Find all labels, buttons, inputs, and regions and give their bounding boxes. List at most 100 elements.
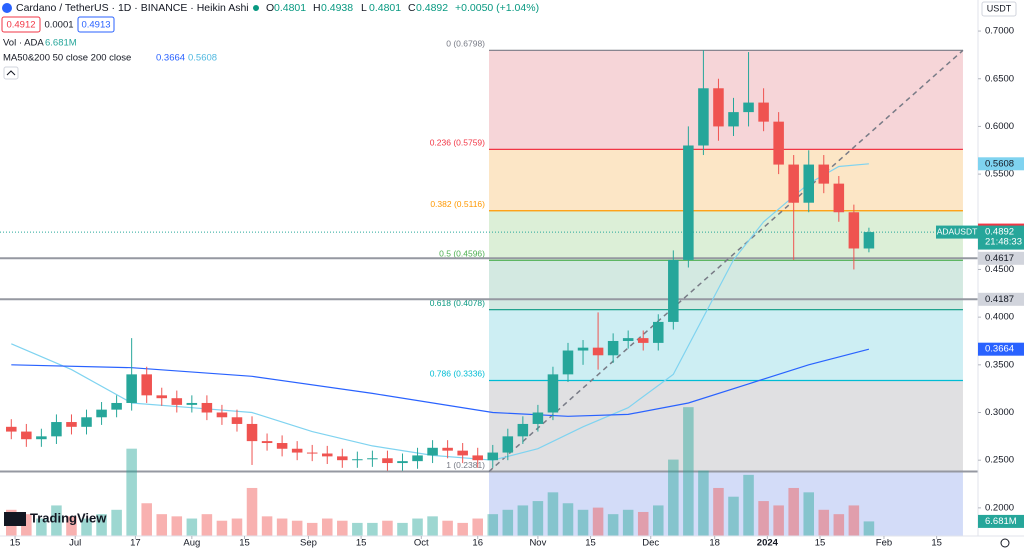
symbol-tag-bg — [936, 225, 978, 239]
candle-body — [276, 443, 288, 449]
volume-bar — [607, 514, 619, 536]
candle-body — [442, 447, 453, 451]
candle-body — [6, 426, 17, 432]
price-tag: 0.5608 — [985, 158, 1014, 169]
volume-bar — [758, 501, 769, 536]
volume-bar — [502, 509, 514, 536]
settings-icon[interactable] — [1000, 538, 1010, 548]
volume-bar — [457, 522, 468, 536]
volume-bar — [21, 514, 32, 536]
volume-bar — [66, 516, 77, 536]
ohlc-value: 0.4801 — [369, 2, 401, 14]
candle-body — [96, 409, 107, 418]
volume-bar — [773, 505, 784, 536]
volume-bar — [201, 514, 213, 536]
candle-body — [36, 436, 47, 440]
candle-body — [321, 453, 333, 457]
volume-bar — [517, 505, 529, 536]
collapse-button[interactable] — [3, 66, 19, 80]
candle-body — [111, 402, 122, 410]
volume-tag: 6.681M — [985, 516, 1017, 527]
x-tick-label: 15 — [356, 538, 367, 549]
candle-body — [773, 121, 784, 165]
candle-body — [306, 452, 318, 454]
price-change: +0.0050 (+1.04%) — [455, 2, 539, 14]
y-tick-label: 0.3000 — [985, 407, 1014, 418]
plot-area: 0 (0.6798) 0.236 (0.5759) 0.382 (0.5116) 0.… — [0, 39, 978, 536]
candle-body — [517, 423, 529, 437]
volume-bar — [637, 511, 649, 536]
candle-body — [592, 347, 604, 356]
y-tick-label: 0.6500 — [985, 73, 1014, 84]
x-tick-label: 2024 — [757, 538, 779, 549]
candle-body — [758, 102, 769, 122]
fib-label: 0.382 (0.5116) — [430, 199, 485, 209]
price-tag-bg — [978, 292, 1024, 306]
volume-bar — [668, 459, 679, 536]
candle-body — [171, 398, 183, 405]
fib-label: 0.5 (0.4596) — [439, 249, 485, 259]
brand-name: TradingView — [30, 510, 107, 525]
fib-label: 0.236 (0.5759) — [430, 138, 485, 148]
candle-body — [863, 232, 875, 249]
volume-bar — [51, 505, 62, 536]
ohlc-label: H — [313, 2, 321, 14]
volume-value: 6.681M — [45, 38, 77, 49]
volume-bar — [291, 520, 303, 536]
candle-body — [352, 459, 363, 461]
ohlc-label: O — [266, 2, 274, 14]
candle-body — [201, 402, 213, 413]
candle-body — [607, 340, 619, 356]
x-tick-label: 17 — [130, 538, 141, 549]
x-tick-label: 18 — [709, 538, 720, 549]
bid-box[interactable] — [1, 16, 41, 33]
currency-button[interactable] — [981, 1, 1017, 17]
candle-body — [51, 422, 62, 437]
volume-bar — [246, 487, 258, 536]
price-axis-bg — [978, 0, 1024, 551]
ohlc-value: 0.4801 — [274, 2, 306, 14]
candle-body — [502, 436, 514, 453]
candle-body — [246, 423, 258, 442]
candle-body — [848, 212, 860, 249]
ohlc-value: 0.4892 — [416, 2, 448, 14]
volume-bar — [276, 518, 288, 536]
volume-bar — [156, 514, 168, 536]
volume-bar — [683, 407, 694, 536]
fib-band — [489, 210, 963, 261]
volume-bar — [81, 518, 92, 536]
x-tick-label: 16 — [472, 538, 483, 549]
volume-bar — [141, 503, 152, 536]
candle-body — [186, 402, 198, 405]
volume-bar — [261, 516, 273, 536]
x-tick-label: 15 — [239, 538, 250, 549]
y-tick-label: 0.2000 — [985, 502, 1014, 513]
x-tick-label: Feb — [876, 538, 892, 549]
candle-body — [412, 455, 423, 462]
volume-bar — [216, 520, 228, 536]
candle-body — [653, 321, 664, 343]
status-dot — [253, 5, 259, 11]
candle-body — [743, 102, 754, 113]
y-tick-label: 0.6000 — [985, 121, 1014, 132]
volume-bar — [728, 496, 739, 536]
y-tick-label: 0.7000 — [985, 26, 1014, 37]
fib-band — [489, 309, 963, 381]
candle-body — [713, 88, 724, 127]
x-tick-label: Sep — [300, 538, 317, 549]
volume-bar — [321, 518, 333, 536]
ask-box[interactable] — [77, 16, 115, 33]
collapse-icon — [6, 70, 16, 76]
trend-line — [488, 49, 964, 473]
volume-bar — [382, 520, 393, 536]
volume-bar — [818, 509, 830, 536]
candle-body — [231, 417, 243, 424]
volume-bar — [231, 518, 243, 536]
volume-bar — [442, 520, 453, 536]
candle-body — [21, 431, 32, 440]
volume-bar — [412, 518, 423, 536]
fib-band — [489, 50, 963, 150]
fib-label: 0.618 (0.4078) — [430, 298, 485, 308]
volume-bar — [337, 520, 348, 536]
candle-body — [698, 88, 709, 146]
